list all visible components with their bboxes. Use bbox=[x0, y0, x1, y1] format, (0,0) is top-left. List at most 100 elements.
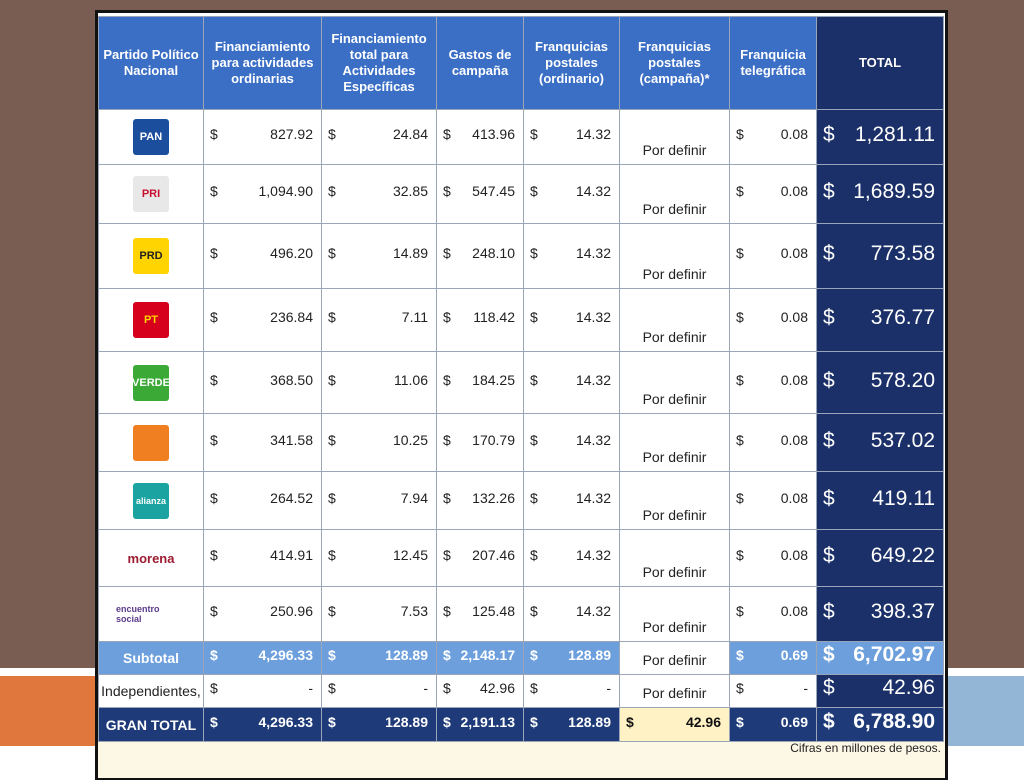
currency: $ bbox=[736, 126, 744, 142]
subtotal-row: Subtotal $4,296.33 $128.89 $2,148.17 $128.89… bbox=[98, 641, 944, 675]
currency: $ bbox=[736, 713, 744, 730]
money: $0.08 bbox=[730, 245, 816, 267]
total-cell: $537.02 bbox=[816, 413, 944, 472]
money: $773.58 bbox=[817, 242, 943, 270]
amount: 1,689.59 bbox=[853, 180, 935, 203]
header-row: Partido Político Nacional Financiamiento … bbox=[98, 16, 944, 110]
amount: 128.89 bbox=[568, 713, 611, 730]
party-cell bbox=[98, 413, 204, 472]
cell: $32.85 bbox=[321, 164, 437, 224]
row-label: GRAN TOTAL bbox=[98, 707, 204, 742]
party-row: alianza $264.52 $7.94 $132.26 $14.32 Por defi… bbox=[98, 471, 944, 530]
amount: 4,296.33 bbox=[258, 713, 314, 730]
cell: Por definir bbox=[619, 641, 730, 675]
amount: 42.96 bbox=[479, 680, 515, 696]
amount: 12.45 bbox=[392, 547, 428, 563]
money: $128.89 bbox=[524, 714, 619, 736]
cell: $14.32 bbox=[523, 413, 620, 472]
currency: $ bbox=[823, 544, 835, 567]
cell: $11.06 bbox=[321, 351, 437, 414]
money: $0.08 bbox=[730, 183, 816, 205]
currency: $ bbox=[530, 371, 538, 388]
currency: $ bbox=[626, 713, 634, 730]
money: $413.96 bbox=[437, 126, 523, 148]
cell: $24.84 bbox=[321, 109, 437, 165]
amount: 10.25 bbox=[392, 431, 428, 448]
currency: $ bbox=[823, 676, 835, 699]
cell: $132.26 bbox=[436, 471, 524, 530]
currency: $ bbox=[530, 489, 538, 506]
currency: $ bbox=[736, 489, 744, 506]
amount: 14.32 bbox=[575, 371, 611, 388]
amount: 132.26 bbox=[472, 489, 515, 506]
amount: 0.08 bbox=[780, 371, 808, 388]
cell: $14.32 bbox=[523, 164, 620, 224]
total-cell: $419.11 bbox=[816, 471, 944, 530]
currency: $ bbox=[443, 309, 451, 325]
amount: 24.84 bbox=[392, 126, 428, 142]
cell: Por definir bbox=[619, 674, 730, 708]
cell: Por definir bbox=[619, 586, 730, 642]
currency: $ bbox=[443, 713, 451, 730]
cell: $14.32 bbox=[523, 351, 620, 414]
currency: $ bbox=[210, 245, 218, 261]
currency: $ bbox=[530, 309, 538, 325]
party-row: $341.58 $10.25 $170.79 $14.32 Por definir $0.… bbox=[98, 413, 944, 472]
total-cell: $6,702.97 bbox=[816, 641, 944, 675]
cell: $0.08 bbox=[729, 109, 817, 165]
amount: 341.58 bbox=[270, 431, 313, 448]
money: $0.08 bbox=[730, 432, 816, 454]
money: $398.37 bbox=[817, 600, 943, 628]
currency: $ bbox=[736, 603, 744, 619]
cell: $ - bbox=[321, 674, 437, 708]
amount: 11.06 bbox=[394, 371, 428, 388]
amount: 128.89 bbox=[385, 713, 428, 730]
cell: $0.08 bbox=[729, 288, 817, 352]
amount: 0.08 bbox=[780, 603, 808, 619]
money: $14.32 bbox=[524, 245, 619, 267]
currency: $ bbox=[736, 309, 744, 325]
money: $ - bbox=[730, 680, 816, 702]
amount: 42.96 bbox=[882, 676, 935, 699]
header-cell: Financiamiento para actividades ordinari… bbox=[203, 16, 322, 110]
money: $4,296.33 bbox=[204, 714, 321, 736]
money: $6,702.97 bbox=[817, 643, 943, 673]
currency: $ bbox=[210, 713, 218, 730]
money: $10.25 bbox=[322, 432, 436, 454]
currency: $ bbox=[210, 603, 218, 619]
currency: $ bbox=[210, 431, 218, 448]
amount: 128.89 bbox=[385, 647, 428, 663]
money: $125.48 bbox=[437, 603, 523, 625]
amount: - bbox=[308, 680, 313, 696]
currency: $ bbox=[210, 680, 218, 696]
currency: $ bbox=[736, 680, 744, 696]
money: $14.32 bbox=[524, 183, 619, 205]
party-row: VERDE $368.50 $11.06 $184.25 $14.32 Por defin… bbox=[98, 351, 944, 414]
money: $264.52 bbox=[204, 490, 321, 512]
cell: $42.96 bbox=[436, 674, 524, 708]
money: $2,191.13 bbox=[437, 714, 523, 736]
currency: $ bbox=[823, 368, 835, 392]
total-cell: $376.77 bbox=[816, 288, 944, 352]
currency: $ bbox=[210, 183, 218, 199]
currency: $ bbox=[443, 647, 451, 663]
cell: $0.08 bbox=[729, 223, 817, 289]
money: $118.42 bbox=[437, 309, 523, 331]
money: $0.08 bbox=[730, 372, 816, 394]
amount: 6,702.97 bbox=[853, 643, 935, 666]
cell: Por definir bbox=[619, 288, 730, 352]
money: $827.92 bbox=[204, 126, 321, 148]
amount: 1,094.90 bbox=[258, 183, 314, 199]
money: $414.91 bbox=[204, 547, 321, 569]
cell: $2,191.13 bbox=[436, 707, 524, 742]
party-logo: alianza bbox=[133, 482, 169, 519]
cell: $14.32 bbox=[523, 586, 620, 642]
header-cell: Gastos de campaña bbox=[436, 16, 524, 110]
cell: $0.08 bbox=[729, 351, 817, 414]
amount: 170.79 bbox=[472, 431, 515, 448]
currency: $ bbox=[530, 183, 538, 199]
amount: 578.20 bbox=[870, 368, 935, 392]
money: $0.08 bbox=[730, 490, 816, 512]
money: $ - bbox=[322, 680, 436, 702]
currency: $ bbox=[443, 126, 451, 142]
